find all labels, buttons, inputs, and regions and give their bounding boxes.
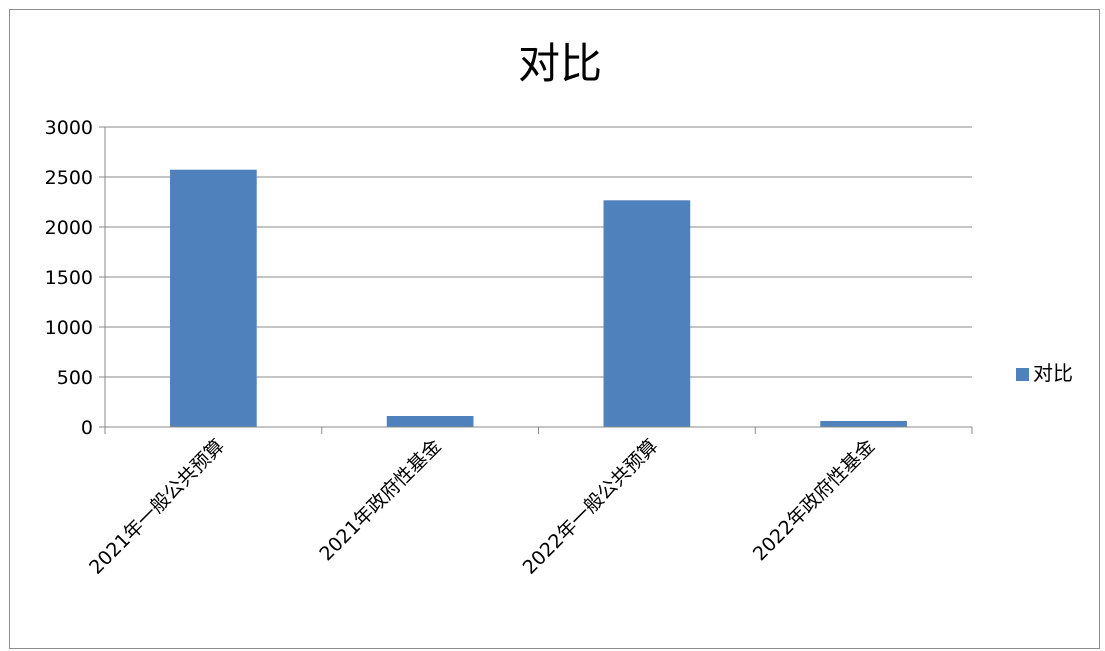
axes bbox=[104, 127, 973, 434]
x-tick-label: 2022年政府性基金 bbox=[749, 435, 879, 565]
bar bbox=[820, 421, 907, 427]
bar bbox=[386, 416, 474, 427]
legend-swatch bbox=[1016, 368, 1029, 381]
x-axis-labels: 2021年一般公共预算 2021年政府性基金 2022年一般公共预算 2022年政府性… bbox=[85, 435, 879, 579]
y-tick-label: 3000 bbox=[45, 117, 93, 139]
y-tick-label: 2500 bbox=[45, 167, 93, 189]
y-tick-label: 1500 bbox=[45, 267, 93, 289]
bar bbox=[603, 200, 691, 427]
x-tick-label: 2021年政府性基金 bbox=[315, 435, 445, 565]
y-tick-label: 1000 bbox=[45, 317, 93, 339]
y-tick-label: 500 bbox=[57, 367, 93, 389]
legend: 对比 bbox=[1016, 361, 1073, 385]
legend-label: 对比 bbox=[1033, 361, 1073, 385]
x-tick-label: 2022年一般公共预算 bbox=[519, 435, 663, 579]
x-tick-label: 2021年一般公共预算 bbox=[85, 435, 229, 579]
bars bbox=[170, 169, 907, 427]
y-axis-ticks: 0 500 1000 1500 2000 2500 3000 bbox=[45, 117, 105, 439]
y-tick-label: 2000 bbox=[45, 217, 93, 239]
y-tick-label: 0 bbox=[81, 417, 93, 439]
bar bbox=[170, 169, 257, 427]
chart-title: 对比 bbox=[518, 39, 602, 88]
